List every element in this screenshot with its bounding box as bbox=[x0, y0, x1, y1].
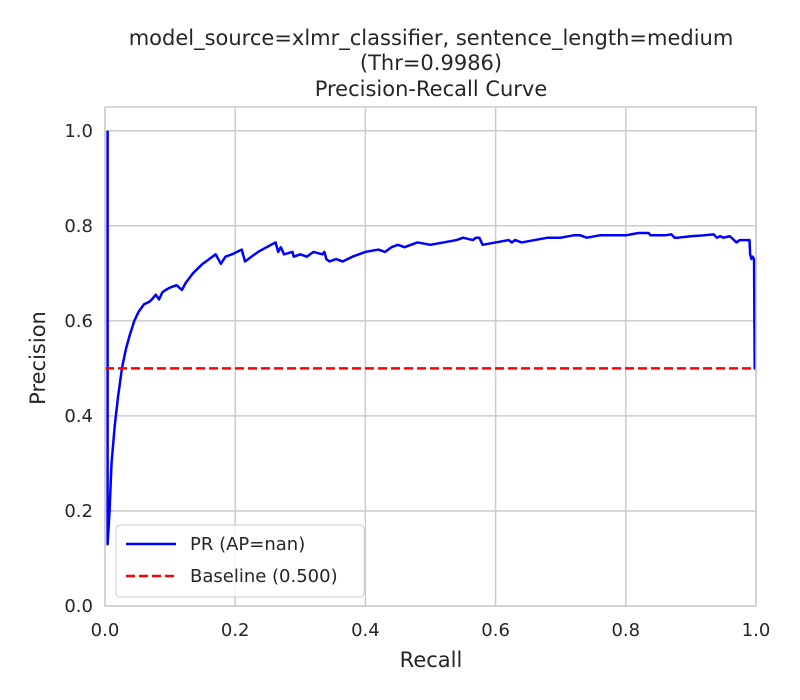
x-tick-label: 1.0 bbox=[742, 620, 771, 641]
y-tick-label: 0.0 bbox=[64, 596, 93, 617]
legend-frame bbox=[115, 524, 365, 598]
chart-title-line-1: model_source=xlmr_classifier, sentence_l… bbox=[129, 26, 734, 51]
legend: PR (AP=nan) Baseline (0.500) bbox=[115, 524, 365, 598]
y-axis-label: Precision bbox=[26, 311, 50, 405]
tick-labels: 0.0 0.2 0.4 0.6 0.8 1.0 0.0 0.2 0.4 0.6 0.8 1.0 bbox=[64, 121, 770, 641]
x-tick-label: 0.6 bbox=[481, 620, 510, 641]
y-tick-label: 0.6 bbox=[64, 311, 93, 332]
chart-title: model_source=xlmr_classifier, sentence_l… bbox=[129, 26, 734, 101]
y-tick-label: 0.2 bbox=[64, 501, 93, 522]
y-tick-label: 1.0 bbox=[64, 121, 93, 142]
y-tick-label: 0.8 bbox=[64, 216, 93, 237]
pr-curve-line bbox=[106, 130, 756, 546]
plot-frame bbox=[104, 106, 757, 607]
series-layer bbox=[105, 130, 756, 546]
x-tick-label: 0.0 bbox=[91, 620, 120, 641]
x-tick-label: 0.4 bbox=[351, 620, 380, 641]
x-axis-label: Recall bbox=[400, 648, 463, 672]
x-tick-label: 0.2 bbox=[221, 620, 250, 641]
chart-title-line-3: Precision-Recall Curve bbox=[315, 77, 548, 101]
legend-label-baseline: Baseline (0.500) bbox=[190, 566, 338, 587]
y-tick-label: 0.4 bbox=[64, 406, 93, 427]
x-tick-label: 0.8 bbox=[611, 620, 640, 641]
legend-label-pr: PR (AP=nan) bbox=[190, 534, 305, 555]
chart-title-line-2: (Thr=0.9986) bbox=[360, 51, 502, 75]
